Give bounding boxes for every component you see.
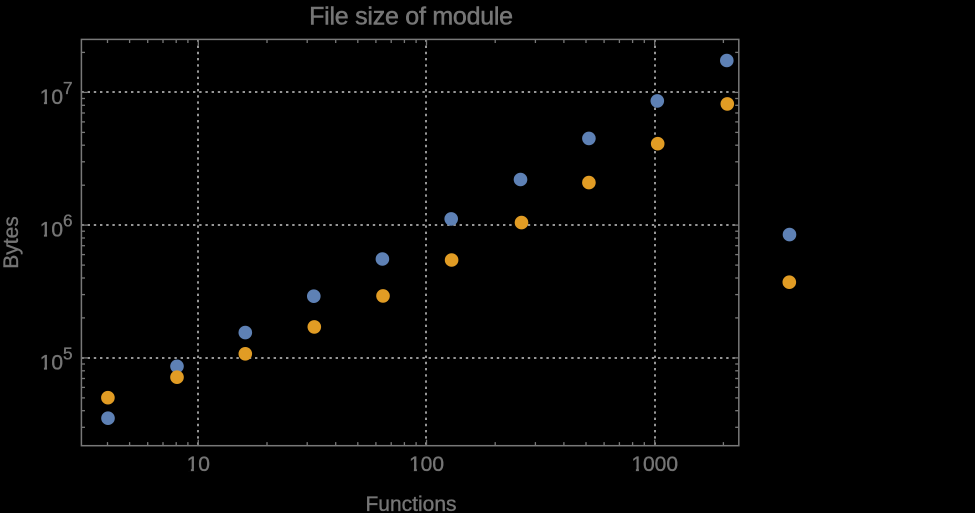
svg-text:5: 5	[63, 344, 73, 364]
svg-text:10: 10	[40, 86, 63, 109]
svg-text:Bytes: Bytes	[0, 216, 23, 269]
svg-text:100: 100	[409, 453, 444, 476]
svg-text:Functions: Functions	[365, 493, 456, 513]
svg-text:10: 10	[40, 219, 63, 242]
svg-text:10: 10	[187, 453, 210, 476]
svg-text:7: 7	[63, 78, 73, 98]
svg-text:File size of module: File size of module	[309, 3, 513, 31]
svg-text:6: 6	[63, 211, 73, 231]
svg-text:1000: 1000	[631, 453, 678, 476]
svg-text:10: 10	[40, 352, 63, 375]
